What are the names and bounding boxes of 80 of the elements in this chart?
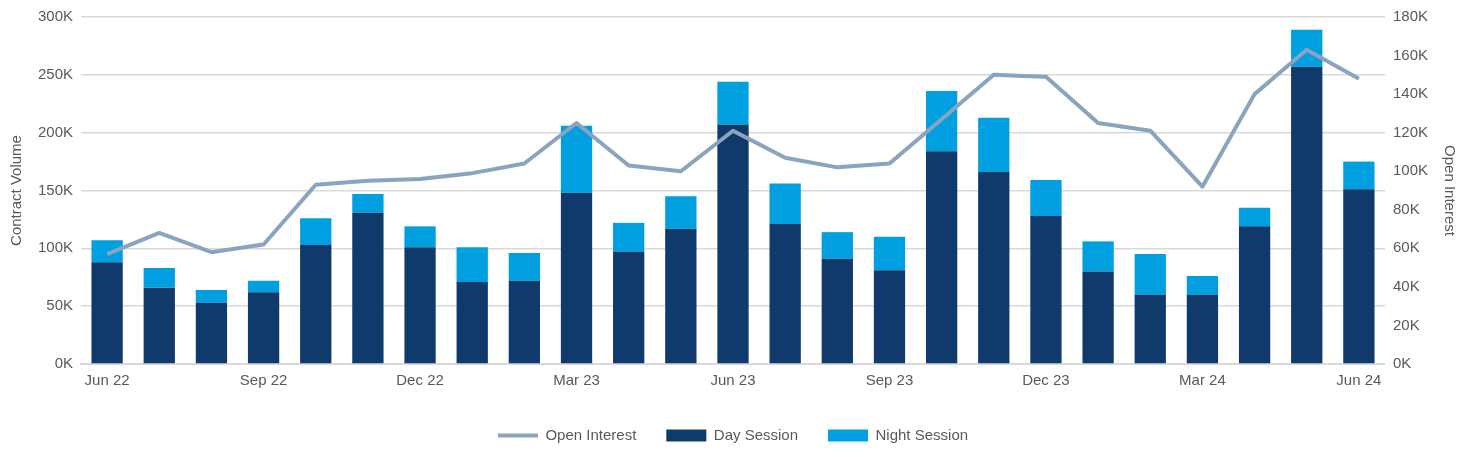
bar <box>665 196 697 229</box>
bar <box>613 222 645 252</box>
x-tick-label: Jun 23 <box>710 371 756 389</box>
y2-tick-label: 80K <box>1392 199 1420 217</box>
bar <box>560 125 593 193</box>
bar <box>1238 207 1271 227</box>
y2-tick-label: 180K <box>1392 7 1429 25</box>
bar <box>508 252 541 281</box>
bar <box>195 289 228 303</box>
bar <box>873 236 906 271</box>
y-axis-title: Contract Volume <box>7 135 25 246</box>
bar <box>456 281 488 364</box>
bar <box>1186 276 1219 295</box>
y2-tick-label: 100K <box>1392 161 1429 179</box>
bar <box>1082 271 1114 364</box>
bar <box>300 244 332 364</box>
bar <box>873 270 906 364</box>
y2-tick-label: 140K <box>1392 84 1429 102</box>
bar <box>1030 215 1062 364</box>
bar <box>769 183 801 225</box>
bar <box>508 280 541 364</box>
bar <box>352 212 384 364</box>
bar <box>404 247 436 364</box>
legend-label: Open Interest <box>545 425 638 443</box>
y2-tick-label: 20K <box>1392 315 1420 333</box>
bar <box>1030 180 1062 216</box>
bar <box>300 218 332 245</box>
bar <box>91 262 123 364</box>
bar <box>456 247 488 282</box>
y-tick-label: 200K <box>37 122 74 140</box>
y2-tick-label: 40K <box>1392 277 1420 295</box>
bar <box>821 232 853 259</box>
x-tick-label: Jun 24 <box>1336 371 1382 389</box>
bar <box>143 268 175 288</box>
y-tick-label: 150K <box>37 180 74 198</box>
bar <box>247 292 280 364</box>
bar <box>247 280 280 293</box>
y-tick-label: 100K <box>37 238 74 256</box>
bar <box>1343 161 1375 190</box>
x-tick-label: Mar 24 <box>1179 371 1226 389</box>
bar <box>613 251 645 364</box>
bar <box>143 287 175 364</box>
bar <box>1134 254 1166 295</box>
y2-axis-title: Open Interest <box>1441 145 1459 237</box>
bar <box>1186 294 1219 364</box>
y2-tick-label: 120K <box>1392 122 1429 140</box>
y2-tick-label: 60K <box>1392 238 1420 256</box>
x-tick-label: Sep 23 <box>865 371 914 389</box>
bar <box>91 240 123 263</box>
y-tick-label: 300K <box>37 7 74 25</box>
bar <box>978 117 1010 172</box>
bar <box>195 302 228 364</box>
bar <box>1343 189 1375 364</box>
y-tick-label: 0K <box>54 354 74 372</box>
x-tick-label: Jun 22 <box>84 371 130 389</box>
bar <box>665 228 697 364</box>
bar <box>1291 66 1323 364</box>
x-tick-label: Mar 23 <box>553 371 600 389</box>
bar <box>1238 226 1271 364</box>
bar <box>717 124 749 364</box>
x-tick-label: Dec 23 <box>1022 371 1070 389</box>
bar <box>560 192 593 364</box>
bar <box>978 171 1010 364</box>
bar <box>717 81 749 125</box>
y2-tick-label: 0K <box>1392 354 1412 372</box>
y-tick-label: 250K <box>37 64 74 82</box>
bar <box>925 91 958 152</box>
x-tick-label: Sep 22 <box>239 371 288 389</box>
bar <box>1134 294 1166 364</box>
bar <box>925 151 958 364</box>
legend-label: Night Session <box>875 425 969 443</box>
bar <box>1082 241 1114 272</box>
x-tick-label: Dec 22 <box>396 371 444 389</box>
y-tick-label: 50K <box>46 296 74 314</box>
legend-label: Day Session <box>713 425 799 443</box>
y2-tick-label: 160K <box>1392 45 1429 63</box>
bar <box>352 193 384 213</box>
bar <box>404 226 436 248</box>
bar <box>769 224 801 364</box>
bar <box>821 258 853 364</box>
